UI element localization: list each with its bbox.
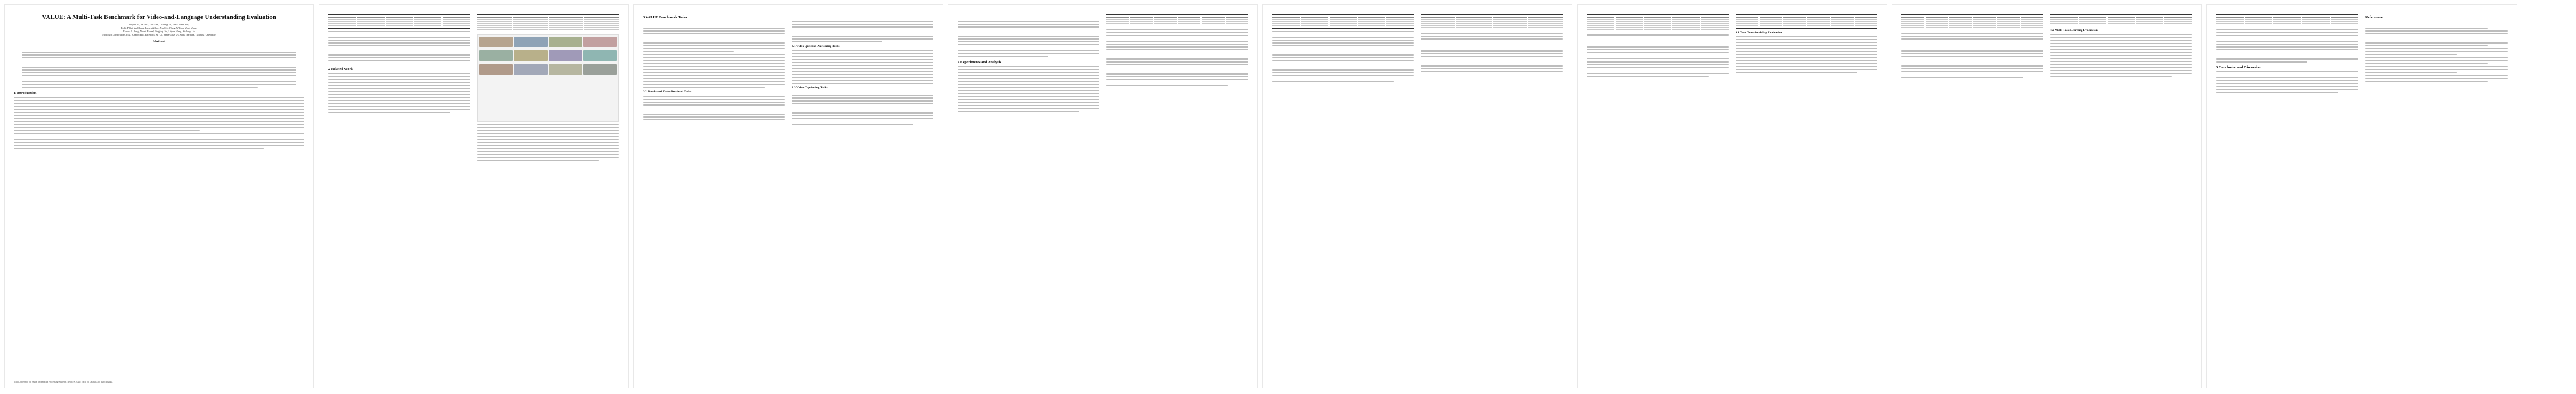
table: [1587, 14, 1729, 33]
page-4: 4 Experiments and Analysis: [948, 5, 1257, 388]
page-7: 4.2 Multi-Task Learning Evaluation: [1892, 5, 2201, 388]
table: [1272, 14, 1414, 29]
table: [1901, 14, 2043, 30]
page-4-column-right: [1106, 13, 1248, 380]
author-line: Linjie Li*, Jie Lei*, Zhe Gan, Licheng Y…: [129, 23, 189, 26]
subsection-heading-retrieval: 3.2 Text-based Video Retrieval Tasks: [643, 90, 692, 94]
subsection-heading-transfer: 4.1 Task Transferability Evaluation: [1736, 30, 1783, 34]
author-line: Rohit Pillai, Yu Cheng, Luowei Zhou, Xin…: [121, 26, 197, 29]
page-1: VALUE: A Multi-Task Benchmark for Video-…: [5, 5, 313, 388]
page-3: 3 VALUE Benchmark Tasks 3.2 Text-based V…: [634, 5, 943, 388]
page-4-column-left: 4 Experiments and Analysis: [958, 13, 1099, 380]
page-2-column-right: [477, 13, 619, 380]
section-heading-intro: 1 Introduction: [14, 91, 37, 95]
table: [477, 14, 619, 33]
author-list: Linjie Li*, Jie Lei*, Zhe Gan, Licheng Y…: [14, 23, 304, 37]
intro-body: [14, 97, 304, 149]
page-3-column-left: 3 VALUE Benchmark Tasks 3.2 Text-based V…: [643, 13, 785, 380]
subsection-heading-multitask: 4.2 Multi-Task Learning Evaluation: [2050, 29, 2098, 33]
page-6-column-left: [1587, 13, 1729, 380]
page-7-column-left: [1901, 13, 2043, 380]
page-5: [1263, 5, 1572, 388]
table: [1421, 14, 1563, 30]
section-heading-conclusion: 5 Conclusion and Discussion: [2216, 65, 2261, 69]
page-5-column-left: [1272, 13, 1414, 380]
page-3-column-right: 3.1 Video Question Answering Tasks 3.3 V…: [792, 13, 933, 380]
abstract-body: [14, 45, 304, 88]
table: [1736, 14, 1877, 29]
subsection-heading-captioning: 3.3 Video Captioning Tasks: [792, 86, 828, 90]
page-7-column-right: 4.2 Multi-Task Learning Evaluation: [2050, 13, 2192, 380]
page-2: 2 Related Work: [319, 5, 628, 388]
paper-title: VALUE: A Multi-Task Benchmark for Video-…: [42, 14, 276, 21]
page-8-column-left: 5 Conclusion and Discussion: [2216, 13, 2358, 380]
page-6: 4.1 Task Transferability Evaluation: [1578, 5, 1887, 388]
subsection-heading-qa: 3.1 Video Question Answering Tasks: [792, 44, 840, 48]
section-heading-related: 2 Related Work: [328, 67, 353, 72]
section-heading-experiments: 4 Experiments and Analysis: [958, 60, 1001, 64]
page-5-column-right: [1421, 13, 1563, 380]
abstract-heading: Abstract: [152, 40, 166, 44]
table: [1106, 14, 1248, 27]
table: [328, 14, 470, 29]
conference-footer: 35th Conference on Neural Information Pr…: [14, 381, 113, 383]
page-2-column-left: 2 Related Work: [328, 13, 470, 380]
section-heading-benchmark: 3 VALUE Benchmark Tasks: [643, 15, 687, 19]
page-8-column-right: References: [2365, 13, 2508, 380]
section-heading-references: References: [2365, 15, 2383, 19]
author-line: Tamara L. Berg, Mohit Bansal, Jingjing L…: [123, 30, 195, 33]
page-6-column-right: 4.1 Task Transferability Evaluation: [1736, 13, 1877, 380]
page-1-column-left: VALUE: A Multi-Task Benchmark for Video-…: [14, 13, 304, 380]
table: [2050, 14, 2192, 27]
table: [2216, 14, 2358, 27]
affiliation-line: Microsoft Corporation, UNC Chapel Hill, …: [102, 33, 216, 36]
figure: [477, 34, 619, 122]
page-8: 5 Conclusion and Discussion References: [2207, 5, 2517, 388]
